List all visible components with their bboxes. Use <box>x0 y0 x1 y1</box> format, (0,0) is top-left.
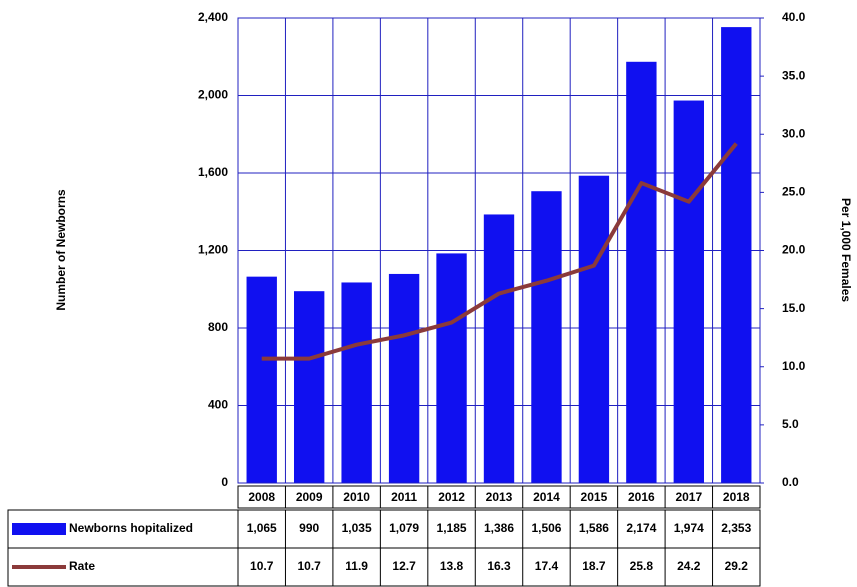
table-value: 13.8 <box>440 559 464 573</box>
y2-tick-label: 35.0 <box>782 68 806 82</box>
table-value: 1,079 <box>389 521 419 535</box>
y2-tick-label: 25.0 <box>782 185 806 199</box>
table-value: 1,974 <box>674 521 704 535</box>
y2-tick-label: 20.0 <box>782 243 806 257</box>
x-tick-label: 2018 <box>723 490 750 504</box>
legend-label: Rate <box>69 559 95 573</box>
x-tick-label: 2011 <box>391 490 417 504</box>
y2-tick-label: 15.0 <box>782 301 806 315</box>
bar <box>341 282 372 483</box>
table-value: 1,386 <box>484 521 514 535</box>
x-tick-label: 2009 <box>296 490 323 504</box>
x-tick-label: 2014 <box>533 490 560 504</box>
y2-tick-label: 5.0 <box>782 417 799 431</box>
x-tick-label: 2008 <box>248 490 275 504</box>
table-value: 29.2 <box>725 559 749 573</box>
bar <box>673 100 705 483</box>
plot-border <box>237 17 761 484</box>
legend-label: Newborns hopitalized <box>69 521 193 535</box>
x-tick-label: 2016 <box>628 490 655 504</box>
line <box>261 142 738 361</box>
bar <box>578 175 610 483</box>
table-value: 12.7 <box>392 559 416 573</box>
x-tick-label: 2017 <box>675 490 702 504</box>
table-value: 10.7 <box>298 559 322 573</box>
table-value: 990 <box>299 521 319 535</box>
y2-tick-label: 10.0 <box>782 359 806 373</box>
y2-axis-title: Per 1,000 Females <box>839 198 853 302</box>
table-value: 1,586 <box>579 521 609 535</box>
legend-swatch <box>12 523 66 535</box>
bar <box>436 253 467 483</box>
table-value: 25.8 <box>630 559 654 573</box>
table-value: 1,065 <box>247 521 277 535</box>
table-value: 24.2 <box>677 559 701 573</box>
y-tick-label: 400 <box>208 398 228 412</box>
table-value: 18.7 <box>582 559 606 573</box>
table-value: 17.4 <box>535 559 559 573</box>
bar <box>626 61 657 483</box>
y2-tick-label: 30.0 <box>782 126 806 140</box>
x-tick-label: 2013 <box>486 490 513 504</box>
table-value: 1,506 <box>531 521 561 535</box>
y-tick-label: 2,000 <box>198 88 228 102</box>
table-value: 11.9 <box>345 559 368 573</box>
x-tick-label: 2010 <box>343 490 370 504</box>
y-axis-title: Number of Newborns <box>54 189 68 311</box>
y-tick-label: 0 <box>221 475 228 489</box>
y-tick-label: 800 <box>208 320 228 334</box>
y-tick-label: 1,200 <box>198 243 228 257</box>
bar <box>483 214 515 483</box>
bar <box>721 27 752 483</box>
y-tick-label: 2,400 <box>198 10 228 24</box>
x-tick-label: 2015 <box>581 490 608 504</box>
bar <box>246 276 277 483</box>
table-value: 1,035 <box>342 521 372 535</box>
bar <box>293 291 325 483</box>
x-tick-label: 2012 <box>438 490 465 504</box>
y2-tick-label: 0.0 <box>782 475 799 489</box>
table-value: 10.7 <box>250 559 274 573</box>
bar <box>388 273 420 483</box>
y2-tick-label: 40.0 <box>782 10 806 24</box>
table-value: 2,174 <box>626 521 656 535</box>
table-value: 1,185 <box>437 521 467 535</box>
table-value: 2,353 <box>721 521 751 535</box>
bar <box>531 191 562 483</box>
table-value: 16.3 <box>487 559 511 573</box>
y-tick-label: 1,600 <box>198 165 228 179</box>
